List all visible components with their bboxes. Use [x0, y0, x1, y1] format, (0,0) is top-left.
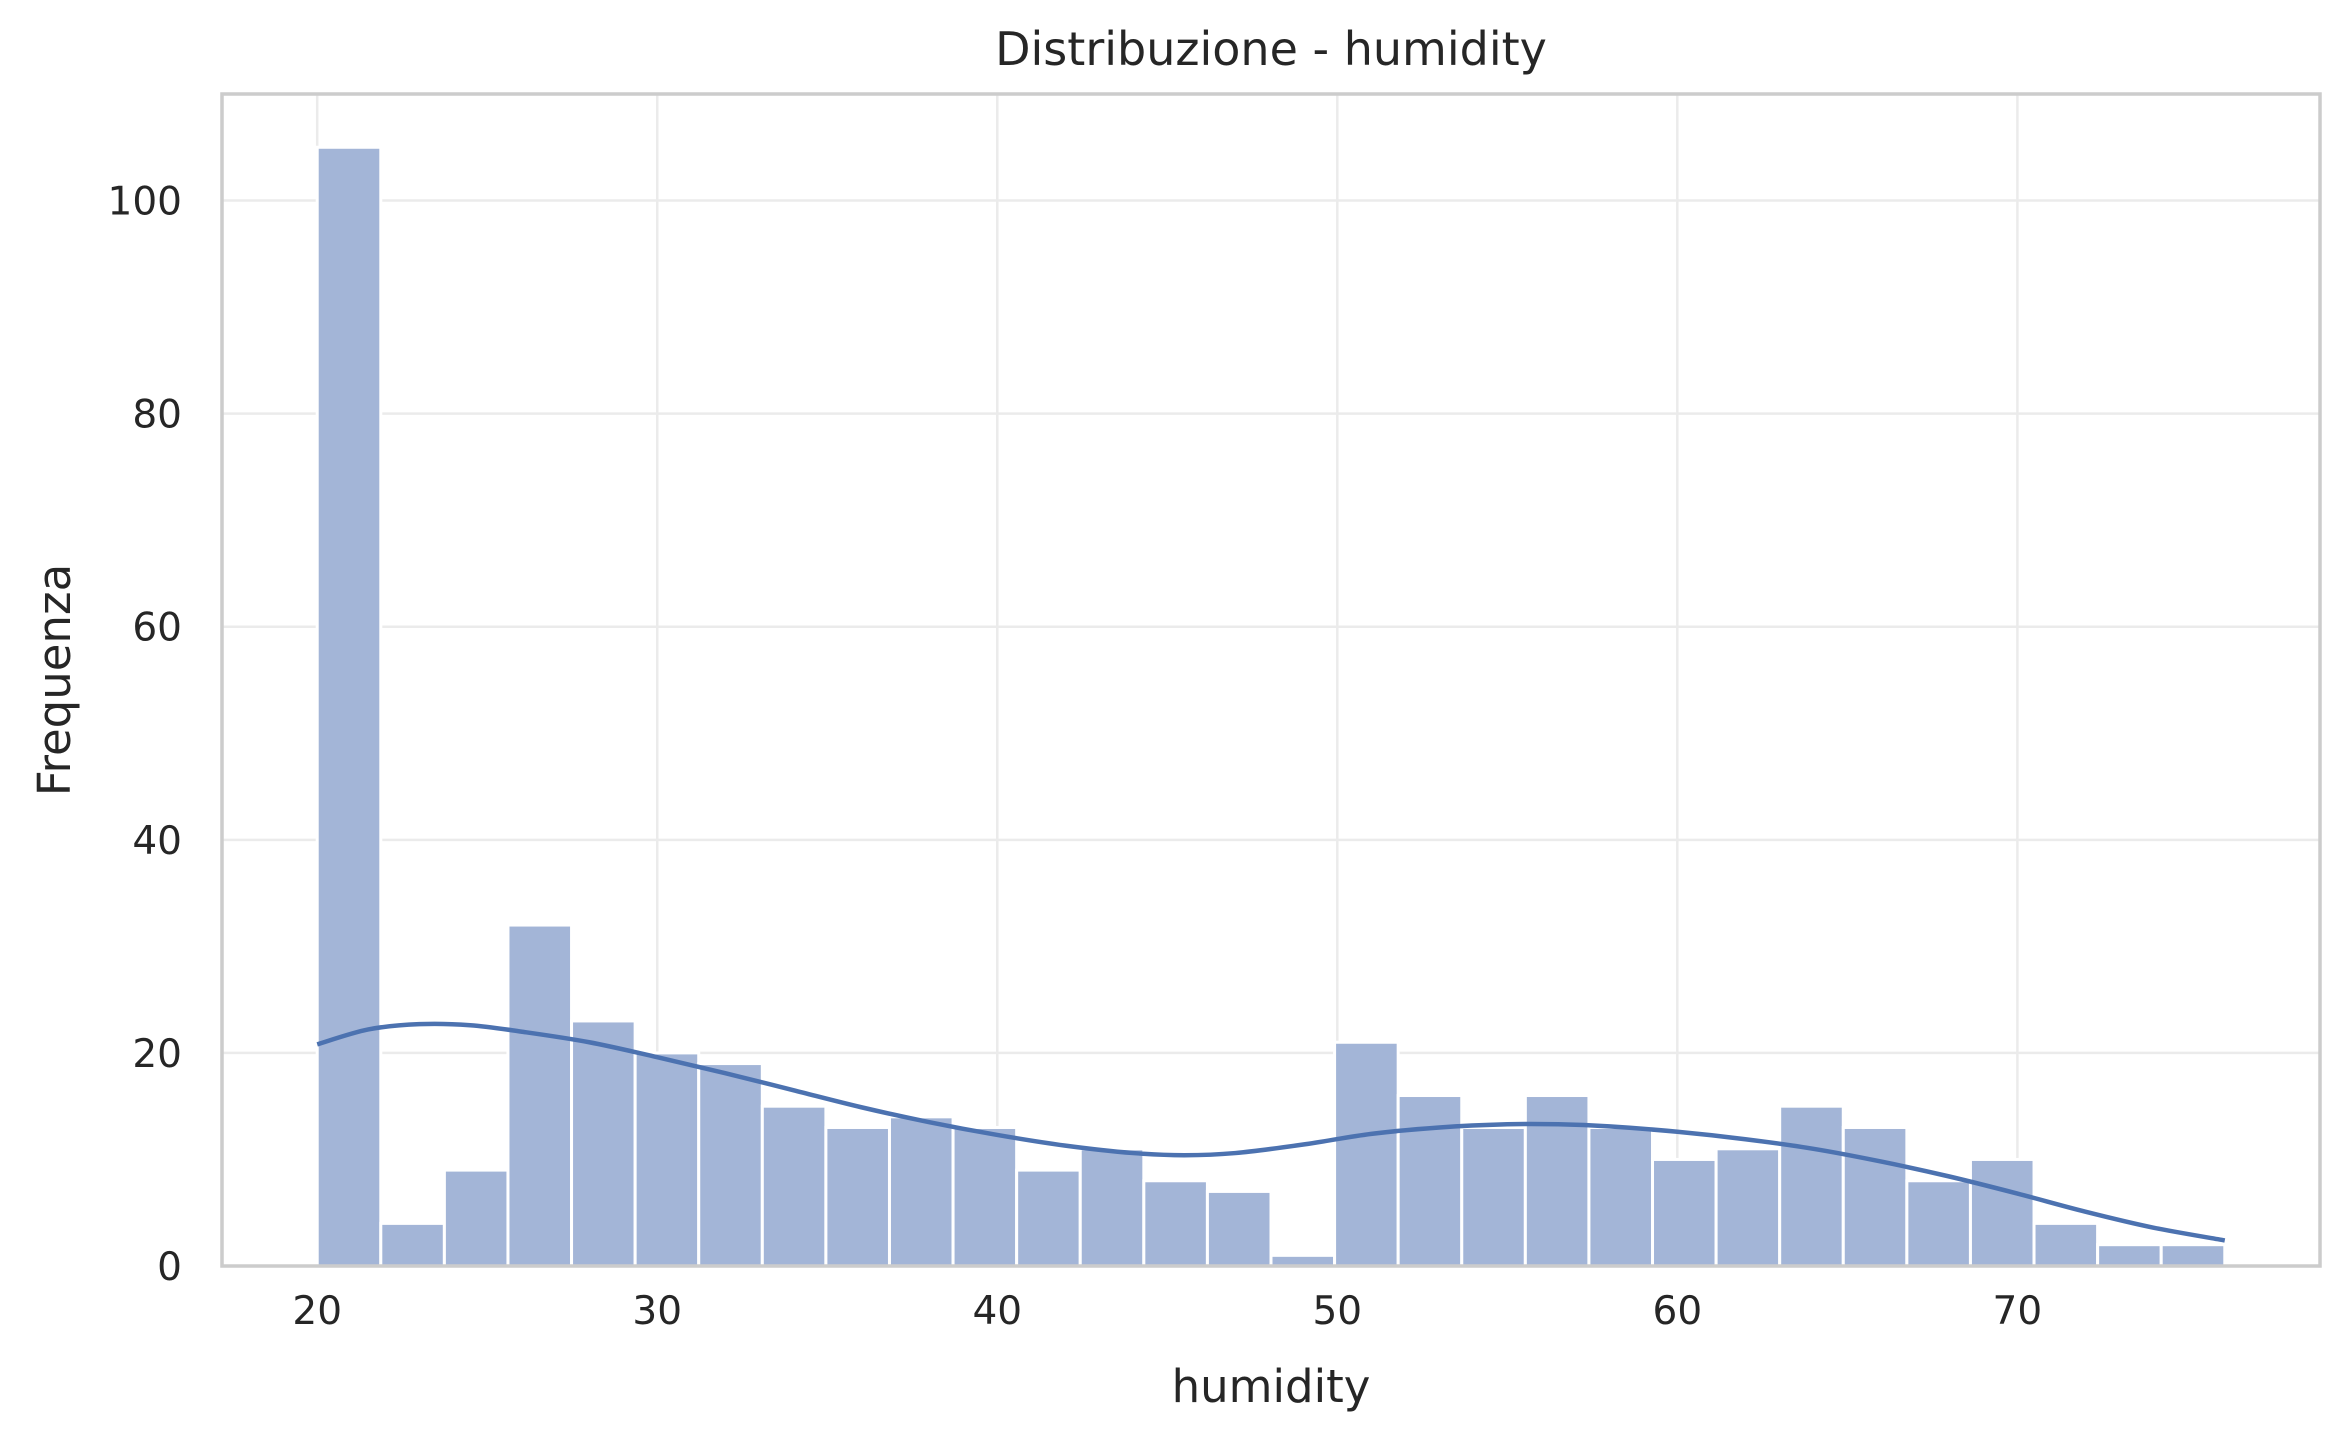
histogram-bar: [633, 1051, 701, 1268]
plot-frame: [220, 92, 2322, 1268]
x-axis-label: humidity: [1172, 1360, 1371, 1413]
histogram-bar: [887, 1115, 955, 1268]
x-tick-label: 60: [1653, 1289, 1703, 1334]
histogram-bar: [1205, 1189, 1273, 1268]
histogram-bar: [570, 1019, 637, 1268]
histogram-bars: [315, 145, 2227, 1268]
x-axis-ticks: 20 30 40 50 60 70: [292, 1289, 2042, 1334]
histogram-bar: [697, 1062, 764, 1268]
y-axis-ticks: 0 20 40 60 80 100: [108, 180, 182, 1290]
histogram-bar: [1714, 1147, 1782, 1268]
histogram-bar: [1587, 1125, 1655, 1268]
x-tick-label: 40: [972, 1289, 1022, 1334]
x-tick-label: 70: [1993, 1289, 2043, 1334]
kde-curve: [316, 1021, 2226, 1243]
histogram-bar: [1460, 1125, 1527, 1268]
histogram-bar: [1015, 1168, 1082, 1268]
y-tick-label: 20: [132, 1032, 182, 1077]
histogram-bar: [1523, 1094, 1591, 1268]
x-tick-label: 50: [1312, 1289, 1362, 1334]
histogram-bar: [1968, 1157, 2036, 1268]
histogram-bar: [1396, 1094, 1464, 1268]
histogram-bar: [2096, 1243, 2163, 1268]
y-tick-label: 40: [132, 819, 182, 864]
histogram-bar: [824, 1125, 891, 1268]
histogram-bar: [1905, 1179, 1972, 1268]
x-tick-label: 30: [632, 1289, 682, 1334]
histogram-bar: [442, 1168, 510, 1268]
y-axis-label: Frequenza: [28, 564, 81, 796]
histogram-bar: [506, 923, 574, 1268]
histogram-bar: [1333, 1040, 1400, 1268]
histogram-bar: [315, 145, 383, 1268]
histogram-bar: [760, 1104, 828, 1268]
histogram-bar: [1078, 1147, 1146, 1268]
y-tick-label: 80: [132, 393, 182, 438]
x-tick-label: 20: [292, 1289, 342, 1334]
histogram-bar: [2159, 1243, 2227, 1268]
histogram-bar: [2032, 1221, 2100, 1268]
y-tick-label: 100: [108, 180, 182, 225]
histogram-bar: [951, 1125, 1019, 1268]
histogram-bar: [1142, 1179, 1209, 1268]
histogram-bar: [379, 1221, 446, 1268]
histogram-bar: [1651, 1157, 1718, 1268]
chart-title: Distribuzione - humidity: [995, 22, 1547, 76]
histogram-bar: [1778, 1104, 1845, 1268]
histogram-bar: [1841, 1125, 1909, 1268]
y-tick-label: 0: [157, 1245, 182, 1290]
y-tick-label: 60: [132, 606, 182, 651]
